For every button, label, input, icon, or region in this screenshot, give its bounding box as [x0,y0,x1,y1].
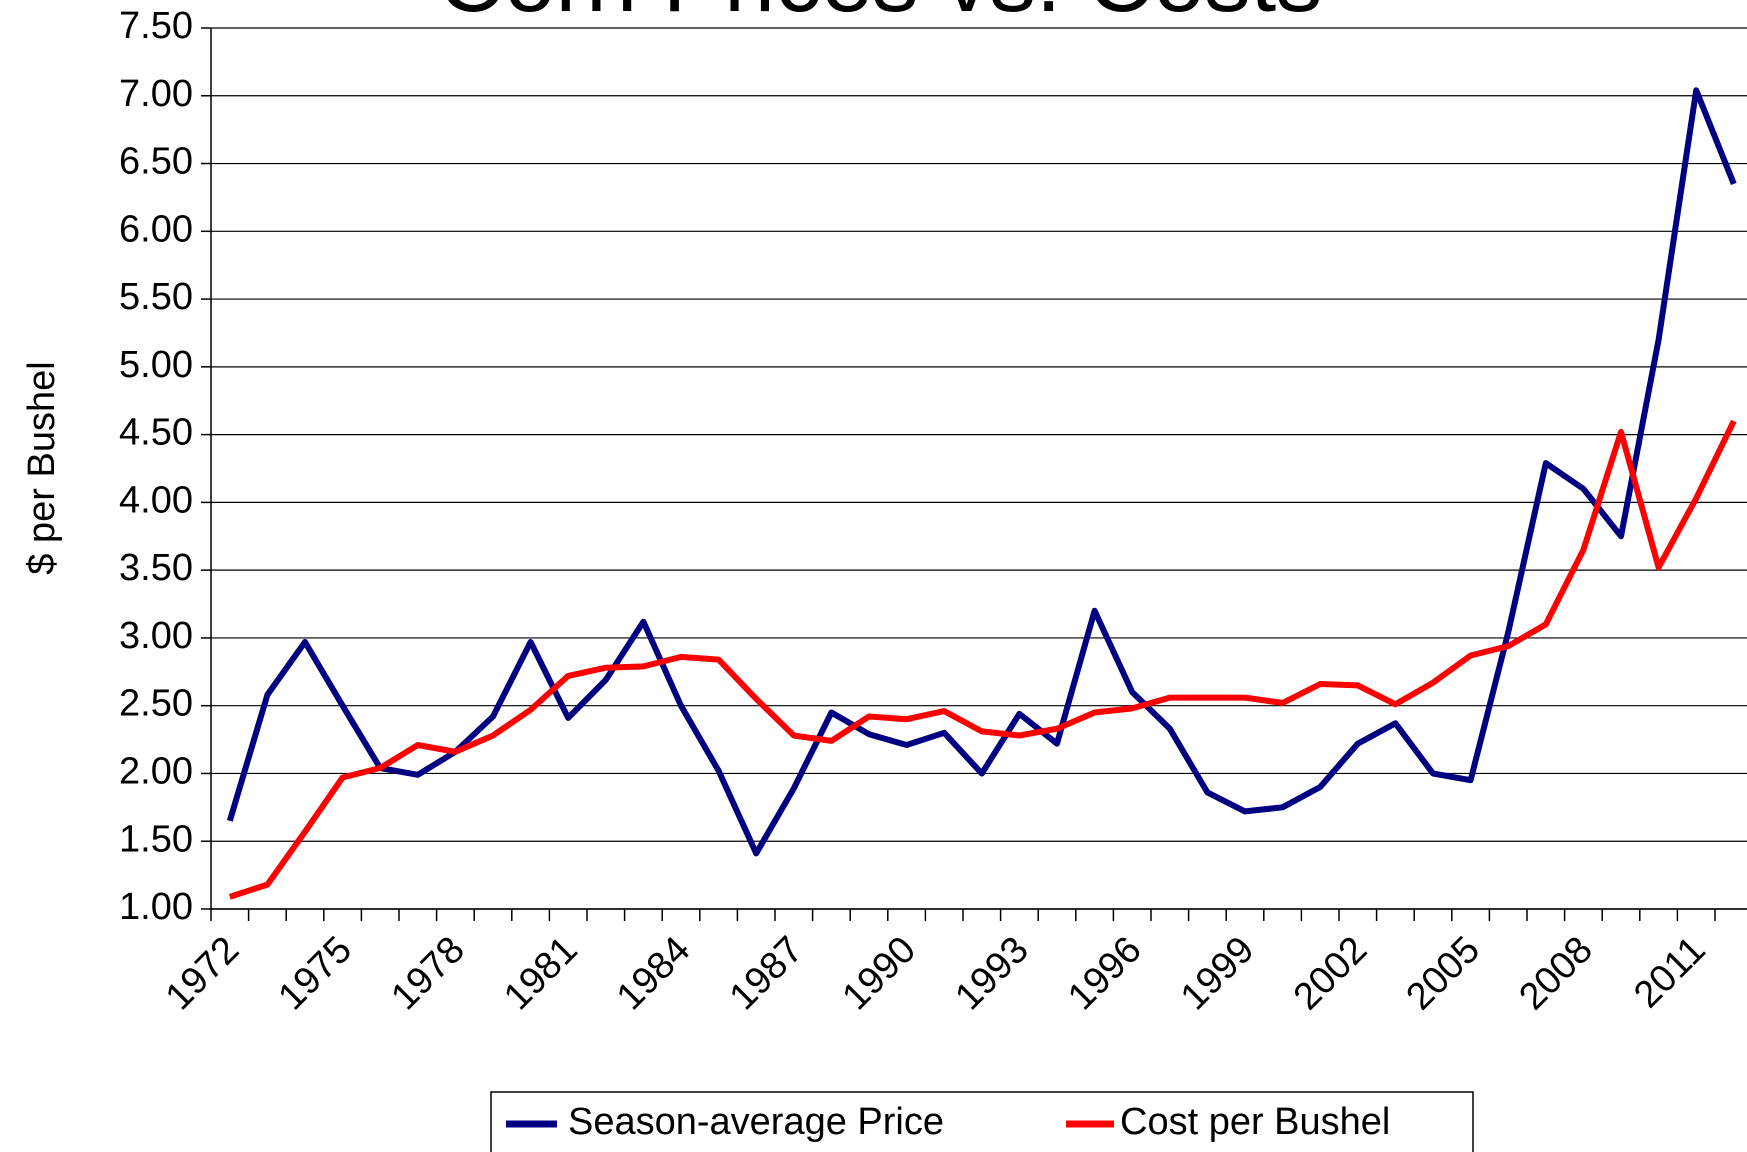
y-tick-label: 4.50 [119,412,193,454]
line-series [226,87,1737,857]
x-tick-label: 1981 [496,929,585,1018]
y-tick-label: 6.00 [119,208,193,250]
y-tick-label: 4.00 [119,479,193,521]
y-tick-label: 5.00 [119,344,193,386]
y-tick-label: 3.00 [119,615,193,657]
y-tick-label: 5.50 [119,276,193,318]
x-tick-label: 2005 [1399,929,1488,1018]
chart-title: Corn Prices vs. Costs [438,0,1322,31]
x-tick-label: 2002 [1286,929,1375,1018]
y-tick-label: 6.50 [119,141,193,183]
y-axis-label: $ per Bushel [21,361,63,574]
legend-label: Cost per Bushel [1120,1101,1390,1143]
x-tick-label: 1987 [722,929,811,1018]
y-tick-label: 1.50 [119,818,193,860]
legend-label: Season-average Price [568,1101,944,1143]
y-tick-label: 3.50 [119,547,193,589]
x-tick-label: 1996 [1060,929,1149,1018]
x-tick-label: 1993 [947,929,1036,1018]
x-tick-label: 2008 [1511,929,1600,1018]
legend-box [490,1091,1474,1152]
y-tick-label: 7.50 [119,5,193,47]
x-tick-label: 1984 [609,929,698,1018]
x-tick-label: 1972 [158,929,247,1018]
y-tick-label: 2.00 [119,750,193,792]
y-tick-label: 1.00 [119,886,193,928]
x-tick-label: 2011 [1626,929,1713,1016]
x-tick-label: 1975 [271,929,360,1018]
x-tick-label: 1999 [1173,929,1262,1018]
x-tick-label: 1990 [835,929,924,1018]
x-tick-label: 1978 [383,929,472,1018]
line-series [228,419,1737,900]
y-tick-label: 2.50 [119,683,193,725]
y-tick-label: 7.00 [119,73,193,115]
